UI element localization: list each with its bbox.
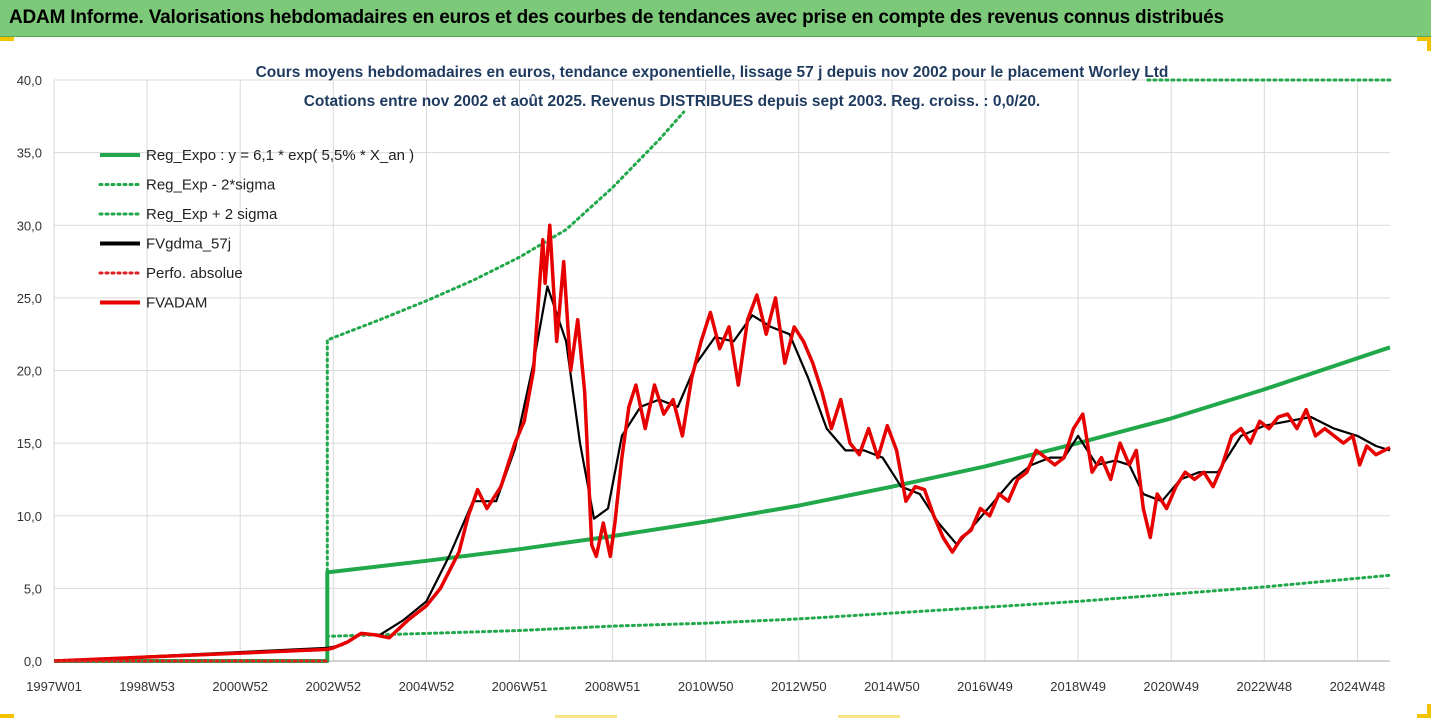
chart-subtitle: Cotations entre nov 2002 et août 2025. R… — [304, 93, 1041, 110]
x-tick-label: 2008W51 — [585, 679, 641, 694]
banner-title: ADAM Informe. Valorisations hebdomadaire… — [9, 7, 1224, 28]
series-group — [54, 78, 1392, 663]
series-line-5 — [54, 223, 1391, 663]
legend-label: Reg_Exp + 2 sigma — [146, 206, 278, 223]
x-tick-label: 2024W48 — [1330, 679, 1386, 694]
y-tick-label: 35,0 — [17, 146, 42, 161]
x-tick-label: 2020W49 — [1143, 679, 1199, 694]
legend-label: Perfo. absolue — [146, 265, 243, 282]
line-chart: 0,0 5,0 10,0 15,0 20,0 25,0 30,0 35,0 40,0 1997W0… — [0, 37, 1431, 718]
x-tick-label: 2012W50 — [771, 679, 827, 694]
legend: Reg_Expo : y = 6,1 * exp( 5,5% * X_an ) R… — [98, 147, 414, 312]
corner-marks — [0, 37, 1431, 718]
chart-title: Cours moyens hebdomadaires en euros, ten… — [256, 64, 1169, 81]
x-tick-label: 2004W52 — [399, 679, 455, 694]
y-tick-label: 25,0 — [17, 291, 42, 306]
series-line-1 — [325, 573, 1392, 663]
x-tick-label: 2010W50 — [678, 679, 734, 694]
chart-area: 0,0 5,0 10,0 15,0 20,0 25,0 30,0 35,0 40,0 1997W0… — [0, 37, 1431, 718]
legend-item: FVgdma_57j — [100, 236, 231, 253]
y-tick-label: 20,0 — [17, 364, 42, 379]
legend-label: FVADAM — [146, 295, 207, 312]
legend-item: FVADAM — [100, 295, 207, 312]
legend-item: Perfo. absolue — [98, 265, 243, 282]
x-tick-label: 2002W52 — [305, 679, 361, 694]
chart-titles: Cours moyens hebdomadaires en euros, ten… — [256, 64, 1169, 110]
series-line-2 — [325, 110, 686, 663]
x-tick-label: 2022W48 — [1236, 679, 1292, 694]
series-line-0 — [54, 345, 1391, 663]
legend-item: Reg_Exp - 2*sigma — [98, 177, 276, 194]
x-tick-label: 2016W49 — [957, 679, 1013, 694]
x-tick-label: 1998W53 — [119, 679, 175, 694]
y-tick-label: 30,0 — [17, 218, 42, 233]
x-tick-label: 2006W51 — [492, 679, 548, 694]
x-tick-label: 2018W49 — [1050, 679, 1106, 694]
x-tick-label: 2000W52 — [212, 679, 268, 694]
axes: 0,0 5,0 10,0 15,0 20,0 25,0 30,0 35,0 40,0 1997W0… — [17, 73, 1390, 694]
legend-label: Reg_Exp - 2*sigma — [146, 177, 276, 194]
y-tick-label: 40,0 — [17, 73, 42, 88]
y-tick-label: 5,0 — [24, 581, 42, 596]
y-tick-label: 10,0 — [17, 509, 42, 524]
legend-item: Reg_Expo : y = 6,1 * exp( 5,5% * X_an ) — [100, 147, 414, 164]
grid — [53, 79, 1390, 662]
x-tick-label: 1997W01 — [26, 679, 82, 694]
legend-label: Reg_Expo : y = 6,1 * exp( 5,5% * X_an ) — [146, 147, 414, 164]
x-tick-label: 2014W50 — [864, 679, 920, 694]
legend-label: FVgdma_57j — [146, 236, 231, 253]
legend-item: Reg_Exp + 2 sigma — [98, 206, 278, 223]
y-tick-label: 0,0 — [24, 654, 42, 669]
report-banner: ADAM Informe. Valorisations hebdomadaire… — [0, 0, 1431, 37]
y-tick-label: 15,0 — [17, 436, 42, 451]
